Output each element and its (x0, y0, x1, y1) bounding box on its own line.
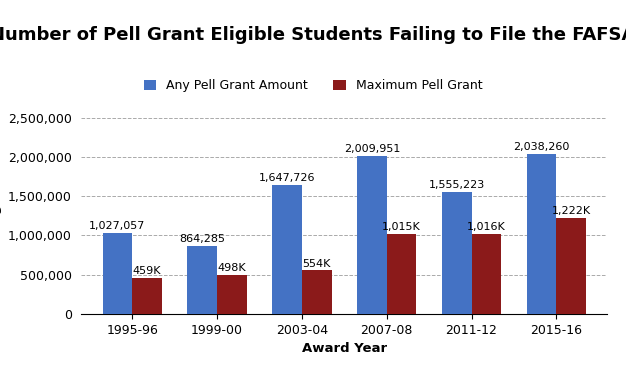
Text: 1,016K: 1,016K (467, 222, 506, 232)
Text: 498K: 498K (218, 263, 246, 273)
Text: 1,015K: 1,015K (382, 222, 421, 233)
Text: Number of Pell Grant Eligible Students Failing to File the FAFSA: Number of Pell Grant Eligible Students F… (0, 26, 626, 43)
Text: 1,647,726: 1,647,726 (259, 173, 316, 183)
Text: 1,222K: 1,222K (552, 206, 591, 216)
Bar (302, 270, 332, 314)
Bar (272, 185, 302, 314)
Text: 1,027,057: 1,027,057 (90, 222, 146, 231)
Legend: Any Pell Grant Amount, Maximum Pell Grant: Any Pell Grant Amount, Maximum Pell Gran… (144, 79, 482, 92)
Bar (187, 246, 217, 314)
Text: 1,555,223: 1,555,223 (429, 180, 485, 190)
Bar (526, 154, 557, 314)
Text: 459K: 459K (133, 266, 162, 276)
Bar (103, 233, 132, 314)
Bar (557, 218, 586, 314)
Text: 2,038,260: 2,038,260 (513, 142, 570, 152)
Bar (387, 234, 416, 314)
Text: 2,009,951: 2,009,951 (344, 144, 400, 154)
Bar (357, 156, 387, 314)
Bar (217, 275, 247, 314)
Bar (132, 278, 162, 314)
Bar (442, 192, 471, 314)
Y-axis label: Number of Undergraduate Students: Number of Undergraduate Students (0, 73, 3, 343)
Text: 554K: 554K (302, 258, 331, 269)
X-axis label: Award Year: Award Year (302, 342, 387, 355)
Bar (471, 234, 501, 314)
Text: 864,285: 864,285 (179, 234, 225, 244)
